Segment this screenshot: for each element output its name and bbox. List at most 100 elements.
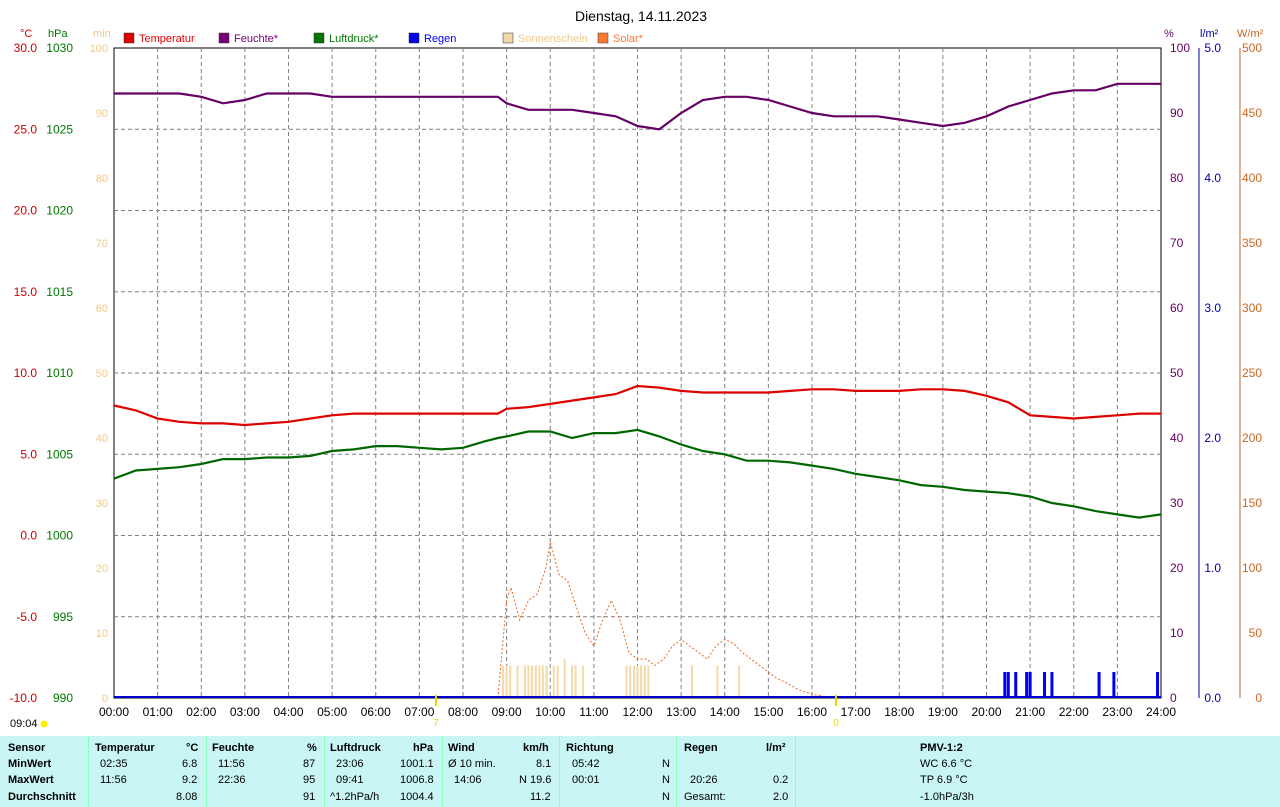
sunshine-tick-label: 30 [96, 498, 108, 510]
temp-tick-label: 20.0 [14, 204, 38, 218]
humidity-tick-label: 10 [1170, 626, 1184, 640]
wind-avg10-value: 8.1 [536, 758, 552, 770]
pmv-header: PMV-1:2 [920, 742, 963, 754]
solar-tick-label: 450 [1242, 106, 1262, 120]
sunshine-tick-label: 10 [96, 628, 108, 640]
rain-unit-label: l/m² [1200, 28, 1219, 40]
pressure-tick-label: 1000 [46, 529, 73, 543]
wind-max-value: N 19.6 [519, 774, 552, 786]
pressure-unit: hPa [413, 742, 434, 754]
humidity-unit: % [307, 742, 317, 754]
pressure-tick-label: 1030 [46, 41, 73, 55]
temp-tick-label: 25.0 [14, 122, 38, 136]
pressure-unit-label: hPa [48, 28, 68, 40]
x-tick-label: 22:00 [1059, 705, 1089, 719]
rain-tick-label: 3.0 [1204, 301, 1221, 315]
x-tick-label: 15:00 [753, 705, 783, 719]
humidity-min-value: 87 [303, 758, 316, 770]
series-line-feuchte [114, 82, 1161, 131]
legend-label: Temperatur [139, 33, 195, 45]
x-tick-label: 12:00 [622, 705, 652, 719]
pressure-tick-label: 1005 [46, 447, 73, 461]
temp-tick-label: 0.0 [20, 529, 37, 543]
legend-label: Regen [424, 33, 456, 45]
x-tick-label: 24:00 [1146, 705, 1176, 719]
humidity-tick-label: 50 [1170, 366, 1184, 380]
sunshine-bar [552, 665, 555, 698]
temp-tick-label: 30.0 [14, 41, 38, 55]
pressure-header: Luftdruck [330, 742, 381, 754]
x-tick-label: 21:00 [1015, 705, 1045, 719]
humidity-max-value: 95 [303, 774, 316, 786]
sunshine-bar [716, 665, 719, 698]
humidity-min-time: 11:56 [218, 758, 245, 770]
sensor-header: Sensor [8, 742, 46, 754]
direction-min-value: N [662, 758, 670, 770]
x-tick-label: 23:00 [1102, 705, 1132, 719]
rain-bar [1003, 672, 1007, 698]
row-avg-label: Durchschnitt [8, 791, 76, 803]
pressure-tick-label: 1020 [46, 204, 73, 218]
pmv-dewpoint: TP 6.9 °C [920, 774, 968, 786]
series-line-luftdruck [113, 428, 1162, 519]
wind-unit: km/h [523, 742, 549, 754]
x-tick-label: 14:00 [710, 705, 740, 719]
time-marker-label: 09:04 [10, 718, 38, 730]
temp-header: Temperatur [95, 742, 155, 754]
sunshine-bar [633, 665, 636, 698]
legend-swatch [597, 32, 609, 44]
temp-min-value: 6.8 [182, 758, 198, 770]
sunshine-tick-label: 20 [96, 563, 108, 575]
solar-tick-label: 350 [1242, 236, 1262, 250]
solar-tick-label: 250 [1242, 366, 1262, 380]
direction-max-time: 00:01 [572, 774, 600, 786]
sunrise-marker-label: 7 [433, 718, 439, 729]
rain-total-label: Gesamt: [684, 791, 726, 803]
x-tick-label: 11:00 [579, 705, 608, 719]
x-tick-label: 08:00 [448, 705, 478, 719]
series-lines [113, 82, 1162, 699]
rain-bar [1014, 672, 1018, 698]
x-tick-label: 20:00 [971, 705, 1001, 719]
sunshine-tick-label: 0 [102, 693, 108, 705]
humidity-tick-label: 20 [1170, 561, 1184, 575]
temp-max-time: 11:56 [100, 774, 127, 786]
grid [114, 48, 1161, 698]
sunshine-bar [541, 665, 544, 698]
sunshine-bar [691, 665, 694, 698]
sunshine-bar [738, 665, 741, 698]
solar-tick-label: 400 [1242, 171, 1262, 185]
series-line-solar [497, 541, 834, 699]
humidity-tick-label: 0 [1170, 691, 1177, 705]
solar-tick-label: 500 [1242, 41, 1262, 55]
direction-max-value: N [662, 774, 670, 786]
solar-tick-label: 100 [1242, 561, 1262, 575]
rain-bar [1043, 672, 1047, 698]
x-tick-label: 16:00 [797, 705, 827, 719]
pressure-tick-label: 1015 [46, 285, 73, 299]
pressure-min-value: 1001.1 [400, 758, 434, 770]
sunshine-bar [505, 665, 508, 698]
rain-bar [1025, 672, 1029, 698]
temp-tick-label: 15.0 [14, 285, 38, 299]
rain-bars [1003, 672, 1160, 698]
sunshine-bar [643, 665, 646, 698]
sunset-marker-label: 0 [833, 718, 839, 729]
temp-min-time: 02:35 [100, 758, 128, 770]
solar-tick-label: 50 [1249, 626, 1263, 640]
pmv-pressure-trend: -1.0hPa/3h [920, 791, 974, 803]
direction-header: Richtung [566, 742, 614, 754]
sunshine-bar [530, 665, 533, 698]
sunshine-unit-label: min [93, 28, 111, 40]
solar-tick-label: 150 [1242, 496, 1262, 510]
sunshine-bar [523, 665, 526, 698]
sunshine-bar [581, 665, 584, 698]
temp-unit-label: °C [20, 28, 32, 40]
sunshine-tick-label: 90 [96, 108, 108, 120]
sunshine-tick-label: 80 [96, 173, 108, 185]
rain-unit: l/m² [766, 742, 786, 754]
temp-tick-label: -10.0 [10, 691, 38, 705]
legend-label: Solar* [613, 33, 644, 45]
pressure-tick-label: 995 [53, 610, 73, 624]
rain-bar [1028, 672, 1032, 698]
